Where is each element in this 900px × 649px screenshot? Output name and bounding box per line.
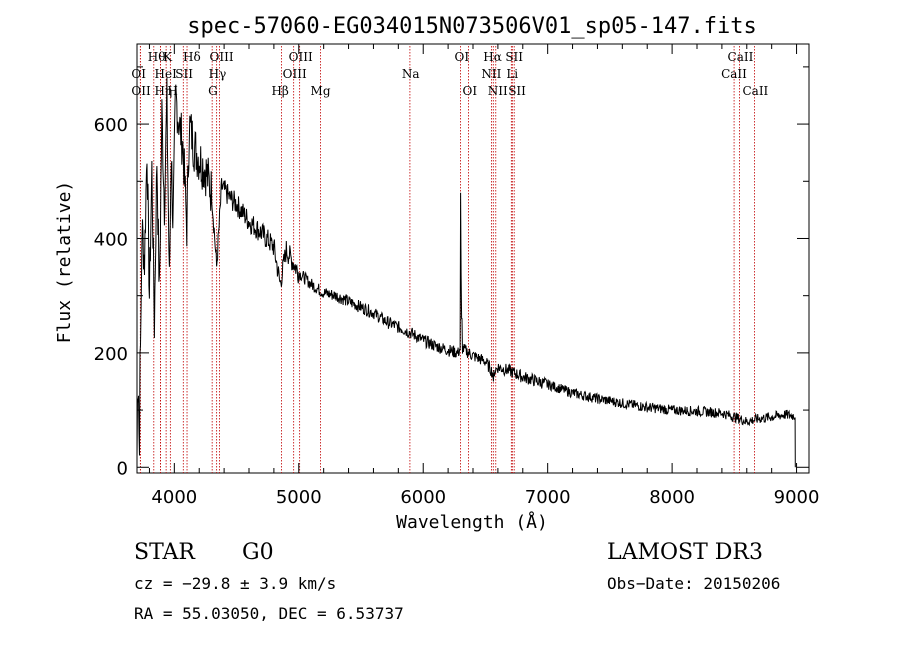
- line-label-OIII-c: OIII: [289, 50, 313, 64]
- y-tick-label: 400: [94, 229, 128, 250]
- x-tick-label: 4000: [151, 487, 197, 508]
- chart-title: spec-57060-EG034015N073506V01_sp05-147.f…: [187, 14, 757, 39]
- line-label-H: H: [167, 84, 177, 98]
- y-axis-label: Flux (relative): [54, 181, 75, 344]
- line-label-HeI: HeI: [155, 67, 178, 81]
- line-label-OIII-a: OIII: [210, 50, 234, 64]
- plot-frame: [136, 43, 810, 474]
- line-label-OI-b: OI: [463, 84, 478, 98]
- y-tick-label: 600: [94, 115, 128, 136]
- ra-dec-coordinates: RA = 55.03050, DEC = 6.53737: [134, 604, 404, 623]
- observation-date: Obs−Date: 20150206: [607, 574, 781, 593]
- survey-name: LAMOST DR3: [607, 540, 763, 565]
- spectrum-line: [136, 77, 796, 468]
- line-label-OII: OII: [131, 84, 151, 98]
- line-label-G: G: [208, 84, 218, 98]
- axes: 4000 5000 6000 7000 8000 9000 0 200 400 600: [94, 44, 820, 508]
- line-label-Li: Li: [506, 67, 518, 81]
- line-label-SII: SII: [175, 67, 193, 81]
- line-label-Hα: Hα: [483, 50, 502, 64]
- line-label-CaII-c: CaII: [742, 84, 768, 98]
- line-label-K: K: [163, 50, 173, 64]
- x-tick-label: 9000: [774, 487, 820, 508]
- line-label-OII-b: OI: [131, 67, 146, 81]
- y-tick-label: 0: [117, 458, 128, 479]
- line-label-Mg: Mg: [311, 84, 331, 98]
- line-label-H9: Hθ: [148, 50, 166, 64]
- line-label-Hδ: Hδ: [183, 50, 201, 64]
- line-label-CaII-b: CaII: [728, 50, 754, 64]
- x-tick-label: 5000: [276, 487, 322, 508]
- redshift-cz: cz = −29.8 ± 3.9 km/s: [134, 574, 337, 593]
- line-label-OIII-b: OIII: [283, 67, 307, 81]
- line-label-NII-b: NII: [488, 84, 508, 98]
- object-class: STAR: [134, 540, 195, 565]
- line-label-NII-a: NII: [481, 67, 501, 81]
- line-label-SII-a: SII: [505, 50, 523, 64]
- x-axis-label: Wavelength (Å): [396, 511, 548, 533]
- line-label-Hγ: Hγ: [209, 67, 227, 81]
- line-label-Hη: Hη: [155, 84, 173, 98]
- line-label-Hβ: Hβ: [271, 84, 288, 98]
- line-label-CaII-a: CaII: [721, 67, 747, 81]
- object-subclass: G0: [242, 540, 274, 565]
- line-label-SII-b: SII: [508, 84, 526, 98]
- y-tick-label: 200: [94, 344, 128, 365]
- line-label-OI-a: OI: [455, 50, 470, 64]
- x-tick-label: 8000: [649, 487, 695, 508]
- x-tick-label: 7000: [525, 487, 571, 508]
- line-label-Na: Na: [402, 67, 420, 81]
- x-tick-label: 6000: [400, 487, 446, 508]
